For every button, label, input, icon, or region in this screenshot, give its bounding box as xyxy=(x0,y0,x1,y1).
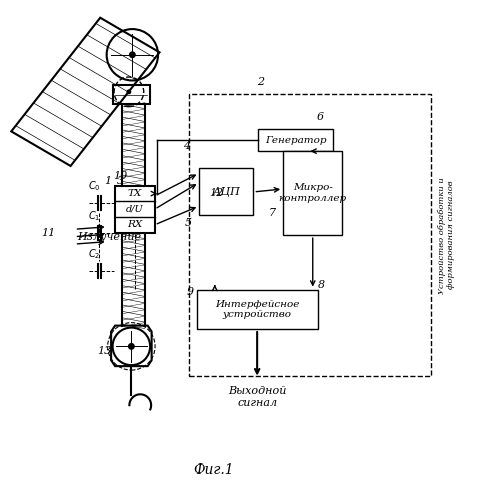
Text: 4: 4 xyxy=(183,141,190,151)
Text: 8: 8 xyxy=(318,280,325,289)
Text: Излучение: Излучение xyxy=(77,232,141,241)
Text: 3: 3 xyxy=(116,176,124,186)
Text: 7: 7 xyxy=(268,208,276,218)
Text: d/U: d/U xyxy=(126,204,144,214)
Text: Устройство обработки и
формирования сигналов: Устройство обработки и формирования сигн… xyxy=(437,177,455,294)
FancyBboxPatch shape xyxy=(115,186,155,232)
Text: 13: 13 xyxy=(97,346,111,356)
Text: Микро-
контроллер: Микро- контроллер xyxy=(279,184,347,203)
Text: 2: 2 xyxy=(257,77,264,87)
Text: Интерфейсное
устройство: Интерфейсное устройство xyxy=(215,300,299,319)
FancyBboxPatch shape xyxy=(199,168,253,216)
Text: 12: 12 xyxy=(209,188,223,198)
Text: 5: 5 xyxy=(184,218,191,228)
Circle shape xyxy=(128,343,135,350)
Text: Фиг.1: Фиг.1 xyxy=(194,463,234,477)
FancyBboxPatch shape xyxy=(283,151,342,235)
Circle shape xyxy=(129,52,136,58)
Text: $C_1$: $C_1$ xyxy=(88,209,100,223)
Text: 1: 1 xyxy=(104,176,111,186)
Text: АЦП: АЦП xyxy=(212,187,240,197)
Text: 10: 10 xyxy=(113,171,127,181)
Text: 9: 9 xyxy=(187,287,194,297)
Text: Генератор: Генератор xyxy=(265,136,326,144)
Text: 6: 6 xyxy=(317,112,324,122)
Text: $C_2$: $C_2$ xyxy=(88,247,100,261)
Text: 11: 11 xyxy=(41,228,56,237)
FancyBboxPatch shape xyxy=(197,290,318,329)
Text: $C_0$: $C_0$ xyxy=(88,180,101,193)
Text: RX: RX xyxy=(127,220,143,230)
Text: TX: TX xyxy=(128,189,142,198)
FancyBboxPatch shape xyxy=(258,129,332,151)
Circle shape xyxy=(126,90,131,94)
Text: Выходной
сигнал: Выходной сигнал xyxy=(228,386,286,407)
